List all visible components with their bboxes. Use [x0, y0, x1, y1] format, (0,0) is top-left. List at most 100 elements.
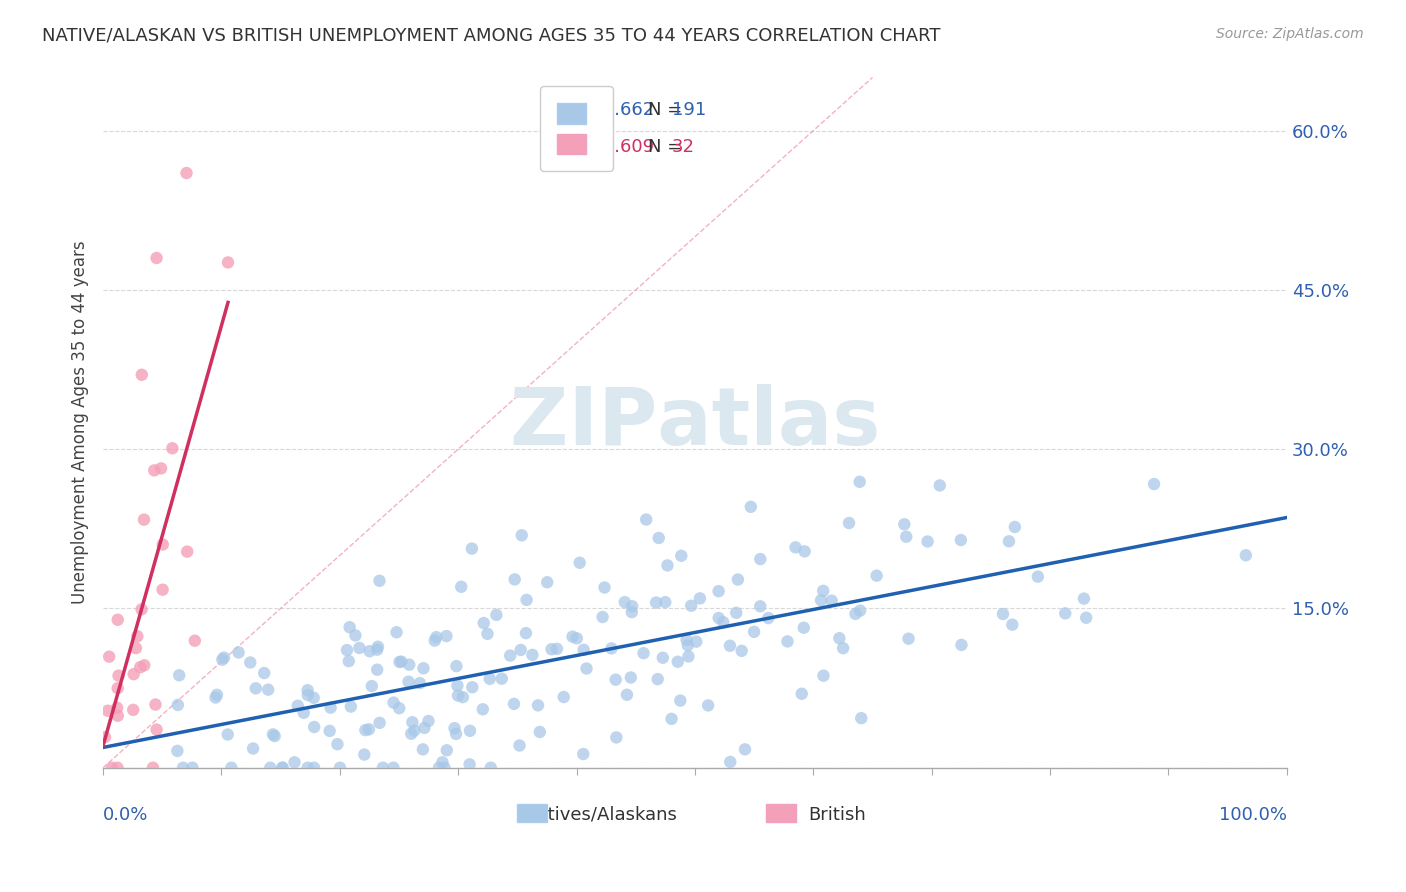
Point — [360, 679, 382, 693]
Point — [565, 632, 588, 646]
Point — [259, 761, 281, 775]
Point — [844, 607, 866, 621]
Point — [319, 700, 342, 714]
Point — [423, 633, 446, 648]
Point — [707, 611, 730, 625]
Point — [318, 723, 340, 738]
Point — [536, 575, 558, 590]
Point — [810, 593, 832, 607]
Point — [97, 704, 120, 718]
Point — [344, 628, 367, 642]
Point — [527, 698, 550, 713]
Point — [471, 702, 494, 716]
Point — [509, 643, 531, 657]
Point — [572, 747, 595, 761]
Point — [731, 644, 754, 658]
Point — [242, 741, 264, 756]
Point — [1234, 548, 1257, 562]
Point — [245, 681, 267, 696]
Point — [928, 478, 950, 492]
Point — [661, 712, 683, 726]
Point — [503, 697, 526, 711]
Point — [917, 534, 939, 549]
Point — [848, 475, 870, 489]
Point — [450, 580, 472, 594]
Point — [718, 755, 741, 769]
Point — [620, 605, 643, 619]
Text: ZIP​atlas: ZIP​atlas — [510, 384, 880, 461]
Point — [418, 714, 440, 728]
Point — [568, 556, 591, 570]
Point — [297, 688, 319, 702]
Point — [436, 629, 458, 643]
Point — [1073, 591, 1095, 606]
Y-axis label: Unemployment Among Ages 35 to 44 years: Unemployment Among Ages 35 to 44 years — [72, 241, 89, 605]
Point — [302, 720, 325, 734]
Point — [127, 629, 149, 643]
Point — [228, 645, 250, 659]
Point — [499, 648, 522, 663]
Point — [1054, 607, 1077, 621]
Point — [353, 747, 375, 762]
Legend: , : , — [540, 87, 613, 170]
Point — [436, 743, 458, 757]
Point — [621, 599, 644, 614]
Point — [478, 672, 501, 686]
Point — [145, 251, 167, 265]
Point — [398, 674, 420, 689]
Point — [718, 639, 741, 653]
Point — [472, 615, 495, 630]
Point — [443, 721, 465, 735]
Point — [510, 528, 533, 542]
Point — [734, 742, 756, 756]
Point — [648, 531, 671, 545]
Point — [152, 537, 174, 551]
Point — [412, 742, 434, 756]
Point — [711, 615, 734, 629]
Point — [107, 761, 129, 775]
Point — [145, 723, 167, 737]
Point — [458, 757, 481, 772]
Text: N =: N = — [648, 101, 682, 120]
Point — [152, 582, 174, 597]
Point — [359, 644, 381, 658]
Point — [271, 761, 294, 775]
Point — [790, 687, 813, 701]
Point — [107, 668, 129, 682]
Point — [366, 663, 388, 677]
Point — [516, 593, 538, 607]
Text: 0.662: 0.662 — [605, 101, 655, 120]
Point — [107, 708, 129, 723]
Point — [828, 631, 851, 645]
Point — [446, 659, 468, 673]
Point — [1026, 569, 1049, 583]
Point — [122, 703, 145, 717]
Point — [657, 558, 679, 573]
Point — [205, 688, 228, 702]
Point — [451, 690, 474, 705]
Point — [620, 671, 643, 685]
Point — [813, 583, 835, 598]
Point — [263, 729, 285, 743]
Point — [998, 534, 1021, 549]
Point — [287, 698, 309, 713]
Point — [669, 693, 692, 707]
Text: 0.0%: 0.0% — [103, 805, 149, 823]
Point — [832, 641, 855, 656]
Point — [647, 672, 669, 686]
Point — [540, 642, 562, 657]
Point — [821, 593, 844, 607]
Point — [575, 661, 598, 675]
Point — [162, 442, 184, 456]
Point — [893, 517, 915, 532]
Point — [592, 610, 614, 624]
Point — [366, 642, 388, 657]
Point — [725, 606, 748, 620]
Point — [776, 634, 799, 648]
Point — [461, 680, 484, 694]
Point — [145, 698, 167, 712]
Point — [143, 463, 166, 477]
Point — [329, 761, 352, 775]
Point — [125, 641, 148, 656]
Point — [167, 698, 190, 712]
